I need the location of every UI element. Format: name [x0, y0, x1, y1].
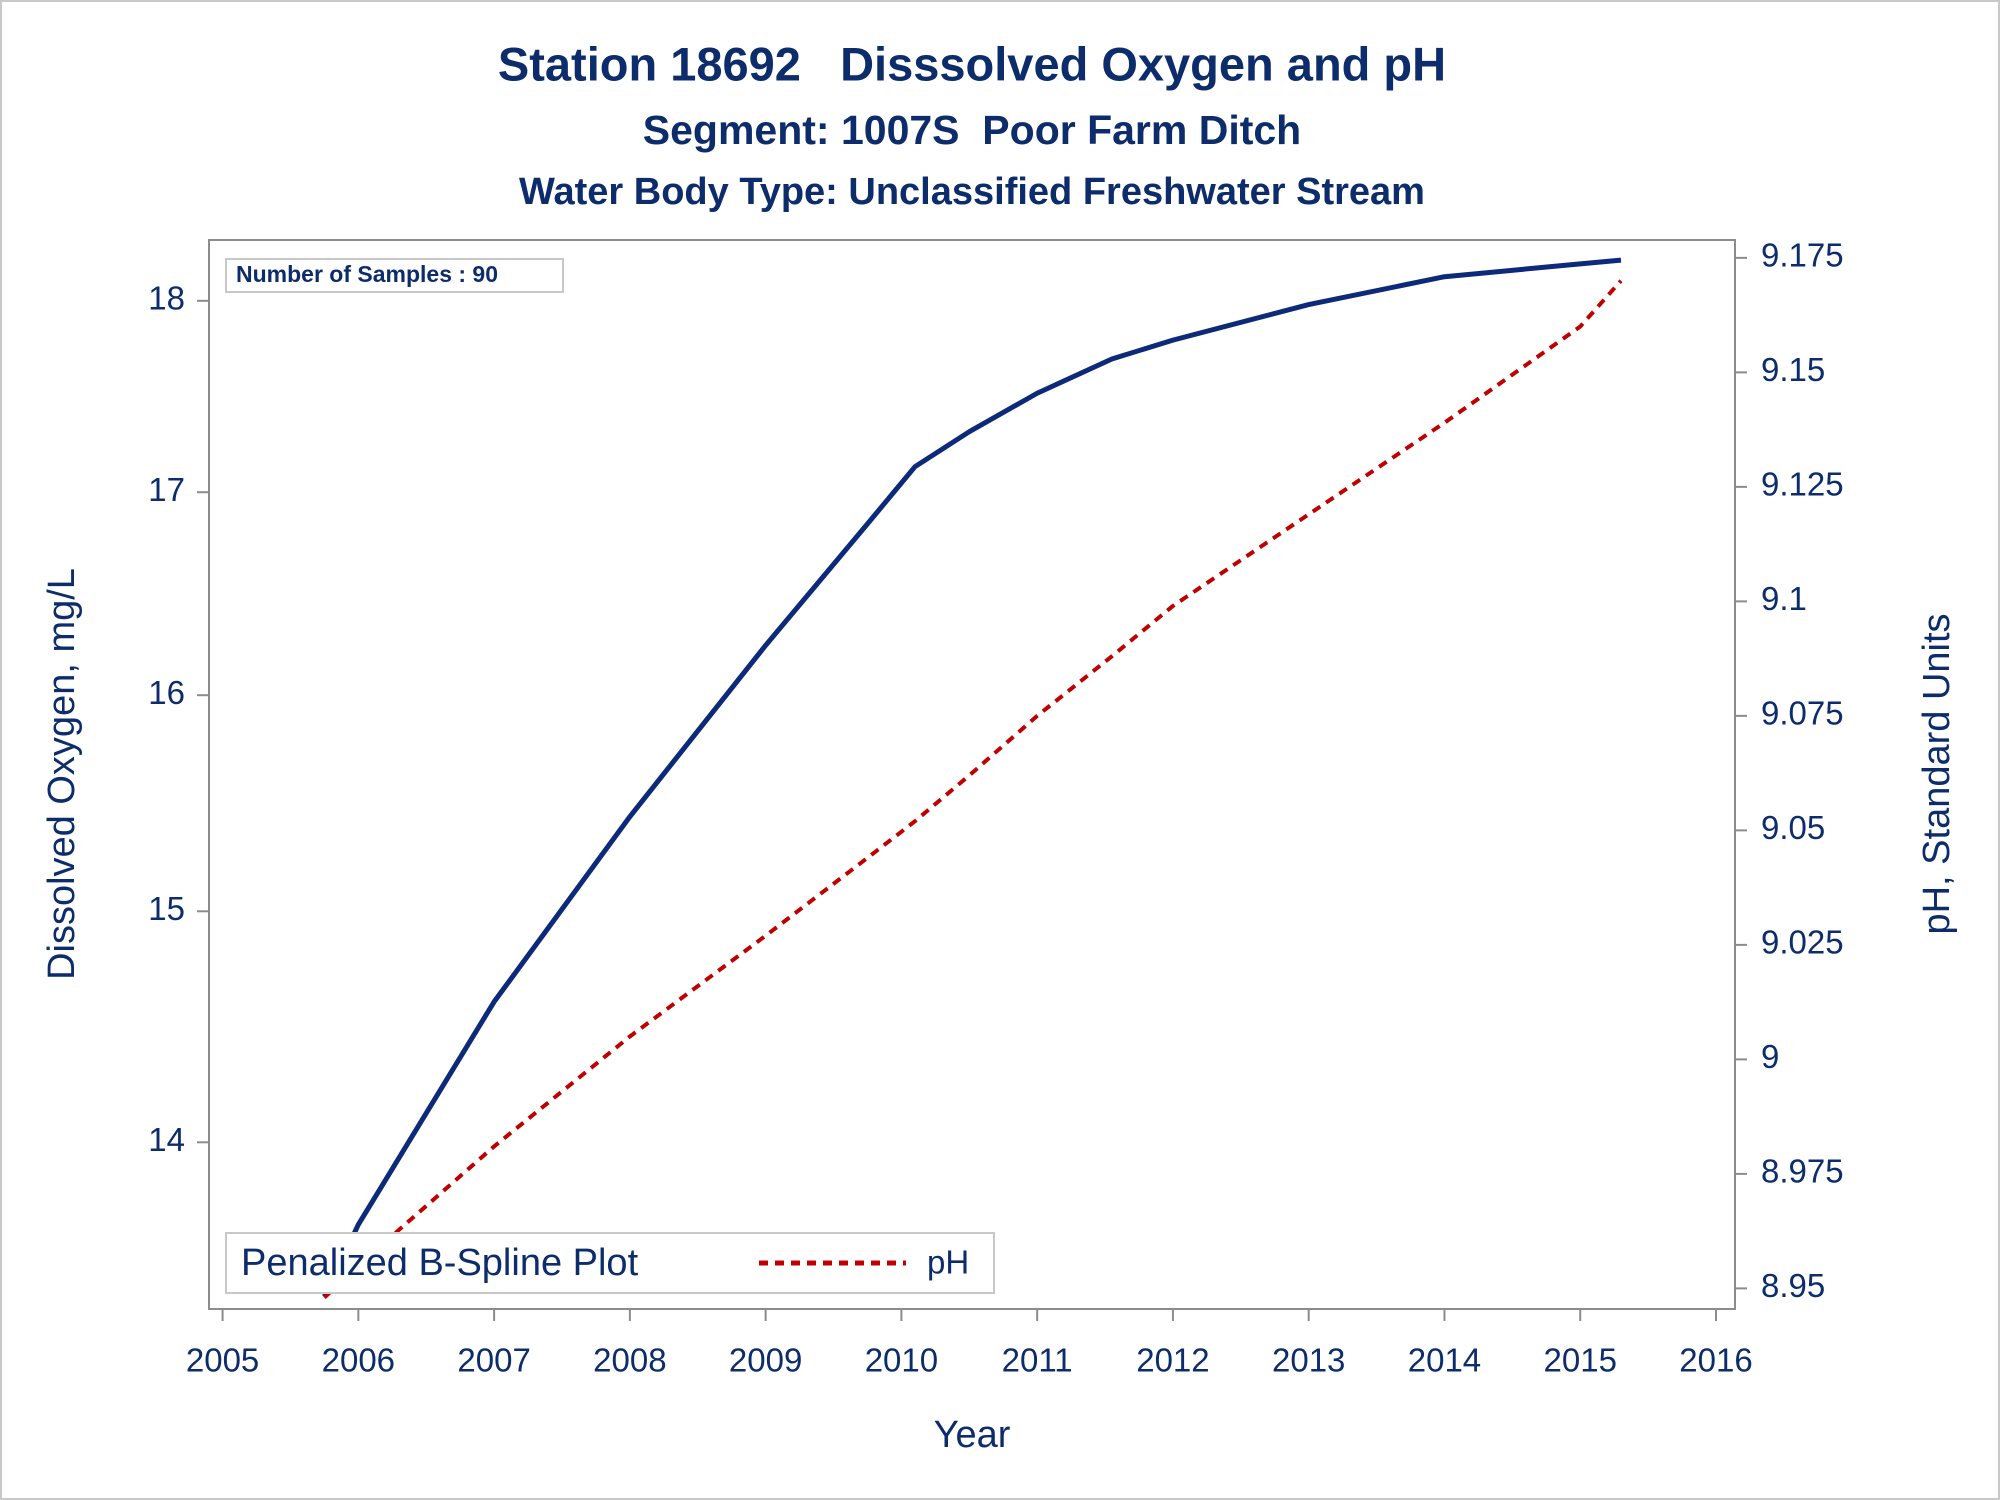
- x-tick-label: 2013: [1272, 1342, 1345, 1379]
- y2-axis-label: pH, Standard Units: [1916, 613, 1958, 934]
- annotation: Number of Samples : 90: [236, 261, 498, 287]
- chart-subtitle: Segment: 1007S Poor Farm Ditch: [643, 107, 1301, 153]
- x-tick-label: 2011: [1002, 1342, 1073, 1379]
- x-tick-label: 2014: [1408, 1342, 1481, 1379]
- y2-tick-label: 9.15: [1761, 351, 1825, 388]
- legend-box: [225, 1232, 995, 1294]
- x-tick-label: 2015: [1544, 1342, 1617, 1379]
- y2-tick-label: 8.975: [1761, 1153, 1844, 1190]
- x-tick-label: 2010: [865, 1342, 938, 1379]
- x-tick-label: 2006: [322, 1342, 395, 1379]
- x-tick-label: 2008: [593, 1342, 666, 1379]
- legend-title: Penalized B-Spline Plot: [241, 1242, 639, 1284]
- x-tick-label: 2009: [729, 1342, 802, 1379]
- x-tick-label: 2007: [457, 1342, 530, 1379]
- x-tick-label: 2012: [1136, 1342, 1209, 1379]
- y-tick-label: 14: [148, 1121, 185, 1158]
- y2-tick-label: 8.95: [1761, 1267, 1825, 1304]
- y2-tick-label: 9.125: [1761, 466, 1844, 503]
- chart-title: Station 18692 Disssolved Oxygen and pH: [498, 37, 1446, 90]
- legend-label: pH: [927, 1244, 969, 1281]
- plot-frame: [208, 239, 1736, 1310]
- y2-tick-label: 9.1: [1761, 580, 1807, 617]
- y-tick-label: 17: [148, 471, 185, 508]
- y2-tick-label: 9: [1761, 1038, 1779, 1075]
- y-tick-label: 16: [148, 674, 185, 711]
- y-axis-label: Dissolved Oxygen, mg/L: [41, 568, 83, 980]
- y2-tick-label: 9.075: [1761, 695, 1844, 732]
- x-axis-label: Year: [934, 1414, 1011, 1456]
- x-tick-label: 2005: [186, 1342, 259, 1379]
- y-tick-label: 18: [148, 280, 185, 317]
- chart-subtitle: Water Body Type: Unclassified Freshwater…: [519, 171, 1425, 213]
- x-tick-label: 2016: [1679, 1342, 1752, 1379]
- y2-tick-label: 9.175: [1761, 237, 1844, 274]
- data-line: [322, 257, 1622, 1298]
- annotation-box: [225, 258, 564, 293]
- data-line: [323, 279, 1623, 1300]
- y-tick-label: 15: [148, 890, 185, 927]
- y2-tick-label: 9.025: [1761, 924, 1844, 961]
- y2-tick-label: 9.05: [1761, 809, 1825, 846]
